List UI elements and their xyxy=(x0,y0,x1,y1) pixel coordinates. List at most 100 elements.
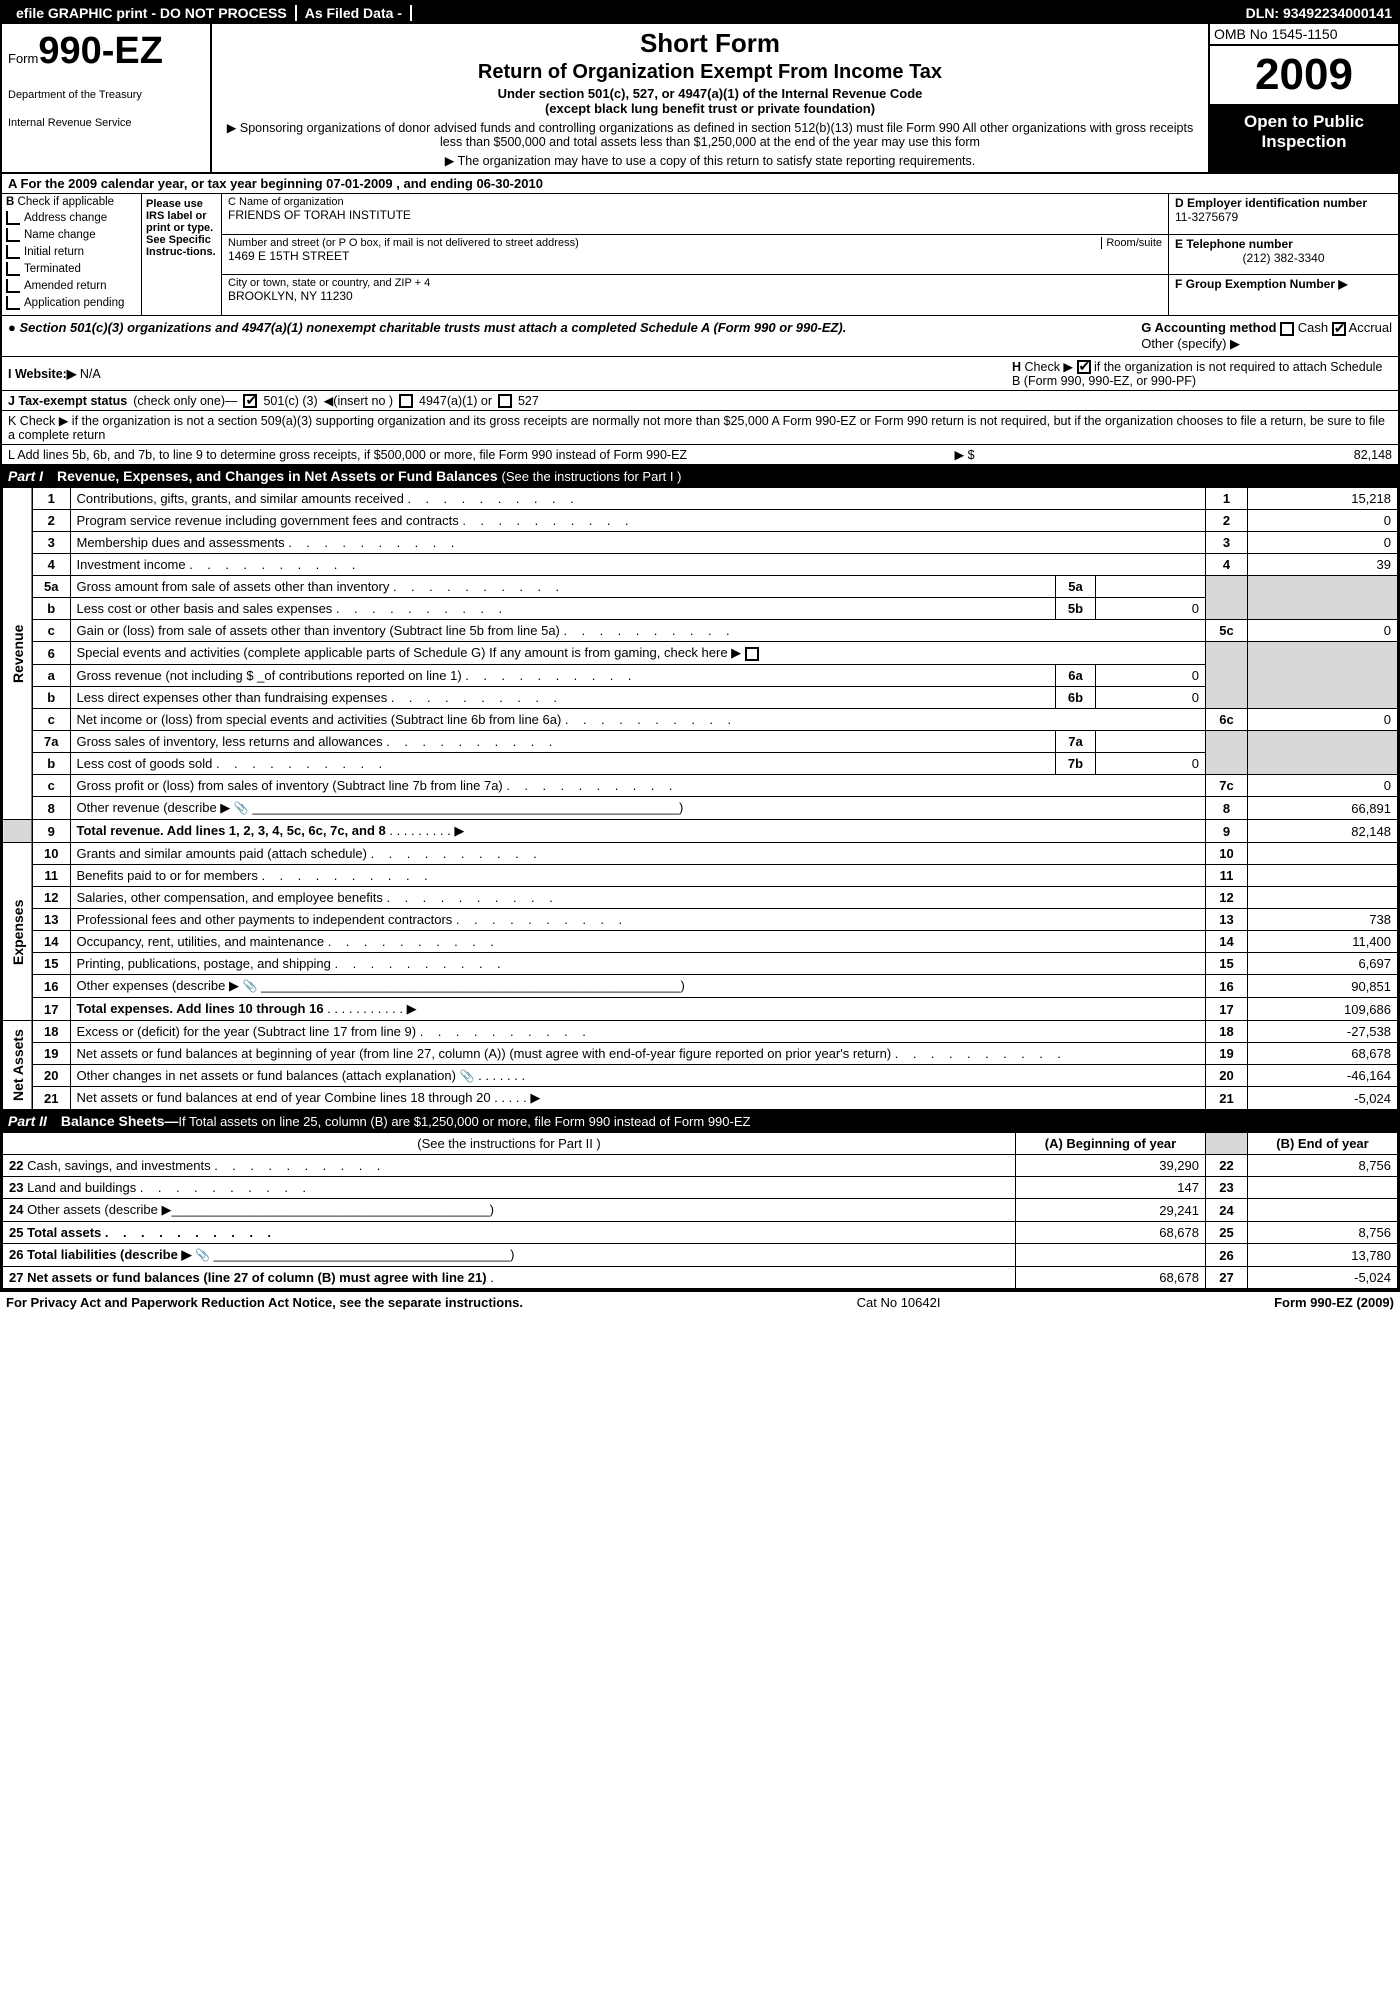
r3-rnum: 3 xyxy=(1206,532,1248,554)
d-label: D Employer identification number xyxy=(1175,196,1367,210)
main-title: Return of Organization Exempt From Incom… xyxy=(222,61,1198,84)
r10-desc: Grants and similar amounts paid (attach … xyxy=(77,846,537,861)
r14-rnum: 14 xyxy=(1206,931,1248,953)
r6b-num: b xyxy=(32,687,70,709)
r9-rnum: 9 xyxy=(1206,820,1248,843)
r22-desc: Cash, savings, and investments xyxy=(27,1158,380,1173)
r25-b: 8,756 xyxy=(1248,1222,1398,1244)
r8-rnum: 8 xyxy=(1206,797,1248,820)
r26-num: 26 xyxy=(9,1247,23,1262)
attach-icon-20[interactable] xyxy=(460,1068,475,1083)
colB-hdr: (B) End of year xyxy=(1248,1133,1398,1155)
org-city: BROOKLYN, NY 11230 xyxy=(228,289,1162,303)
j-insert: ◀(insert no ) xyxy=(324,393,393,408)
accrual-label: Accrual xyxy=(1349,320,1392,335)
r17-val: 109,686 xyxy=(1248,998,1398,1021)
chk-address[interactable] xyxy=(6,211,20,225)
r18-num: 18 xyxy=(32,1021,70,1043)
part1-header: Part I Revenue, Expenses, and Changes in… xyxy=(2,465,1398,487)
attach-icon-26[interactable] xyxy=(195,1247,210,1262)
chk-terminated[interactable] xyxy=(6,262,20,276)
r10-val xyxy=(1248,843,1398,865)
r21-num: 21 xyxy=(32,1087,70,1110)
r6c-num: c xyxy=(32,709,70,731)
k-row: K Check ▶ if the organization is not a s… xyxy=(2,411,1398,445)
part2-sub: If Total assets on line 25, column (B) a… xyxy=(178,1114,750,1129)
part1-table: Revenue 1 Contributions, gifts, grants, … xyxy=(2,487,1398,1110)
chk-accrual[interactable] xyxy=(1332,322,1346,336)
r18-desc: Excess or (deficit) for the year (Subtra… xyxy=(77,1024,586,1039)
r25-a: 68,678 xyxy=(1016,1222,1206,1244)
h-hdr: H xyxy=(1012,360,1021,374)
r16-num: 16 xyxy=(32,975,70,998)
chk-4947[interactable] xyxy=(399,394,413,408)
a-and: , and ending xyxy=(396,176,476,191)
dept-treasury: Department of the Treasury xyxy=(8,89,204,101)
r1-num: 1 xyxy=(32,488,70,510)
r8-desc: Other revenue (describe ▶ xyxy=(77,800,231,815)
r16-rnum: 16 xyxy=(1206,975,1248,998)
r21-val: -5,024 xyxy=(1248,1087,1398,1110)
r7c-val: 0 xyxy=(1248,775,1398,797)
r22-num: 22 xyxy=(9,1158,23,1173)
l-text: L Add lines 5b, 6b, and 7b, to line 9 to… xyxy=(8,448,687,462)
chk-gaming[interactable] xyxy=(745,647,759,661)
column-b: B Check if applicable Address change Nam… xyxy=(2,194,142,315)
r4-rnum: 4 xyxy=(1206,554,1248,576)
section-a: A For the 2009 calendar year, or tax yea… xyxy=(2,174,1398,194)
attach-icon-16[interactable] xyxy=(243,978,258,993)
r19-val: 68,678 xyxy=(1248,1043,1398,1065)
l-arrow: ▶ $ xyxy=(955,448,975,462)
sponsor-note: ▶ Sponsoring organizations of donor advi… xyxy=(222,120,1198,149)
r5a-num: 5a xyxy=(32,576,70,598)
r7b-mn: 7b xyxy=(1056,753,1096,775)
j-row: J Tax-exempt status (check only one)— 50… xyxy=(2,391,1398,411)
r7a-mv xyxy=(1096,731,1206,753)
r6c-desc: Net income or (loss) from special events… xyxy=(77,712,732,727)
r6-desc: Special events and activities (complete … xyxy=(77,645,742,660)
chk-initial[interactable] xyxy=(6,245,20,259)
column-def: D Employer identification number 11-3275… xyxy=(1168,194,1398,315)
chk-501c[interactable] xyxy=(243,394,257,408)
chk-amended[interactable] xyxy=(6,279,20,293)
footer-left: For Privacy Act and Paperwork Reduction … xyxy=(6,1295,523,1310)
chk-pending[interactable] xyxy=(6,296,20,310)
chk-527[interactable] xyxy=(498,394,512,408)
r3-num: 3 xyxy=(32,532,70,554)
r27-a: 68,678 xyxy=(1016,1267,1206,1289)
chk-name[interactable] xyxy=(6,228,20,242)
chk-cash[interactable] xyxy=(1280,322,1294,336)
asfiled-label: As Filed Data - xyxy=(297,5,412,21)
footer: For Privacy Act and Paperwork Reduction … xyxy=(0,1291,1400,1313)
r22-b: 8,756 xyxy=(1248,1155,1398,1177)
r6b-mv: 0 xyxy=(1096,687,1206,709)
irs-label: Internal Revenue Service xyxy=(8,117,204,129)
r12-val xyxy=(1248,887,1398,909)
org-addr: 1469 E 15TH STREET xyxy=(228,249,1162,263)
r7c-desc: Gross profit or (loss) from sales of inv… xyxy=(77,778,673,793)
r10-rnum: 10 xyxy=(1206,843,1248,865)
b-hdr: B xyxy=(6,196,14,208)
b-check-if: Check if applicable xyxy=(18,196,115,208)
r9-val: 82,148 xyxy=(1248,820,1398,843)
r24-desc: Other assets (describe ▶ xyxy=(27,1202,171,1217)
footer-mid: Cat No 10642I xyxy=(857,1295,941,1310)
opt-name: Name change xyxy=(24,229,96,241)
r14-desc: Occupancy, rent, utilities, and maintena… xyxy=(77,934,494,949)
g-accounting: G Accounting method Cash Accrual Other (… xyxy=(1141,320,1392,352)
r17-rnum: 17 xyxy=(1206,998,1248,1021)
r26-b: 13,780 xyxy=(1248,1244,1398,1267)
chk-h[interactable] xyxy=(1077,360,1091,374)
r6a-mn: 6a xyxy=(1056,665,1096,687)
form-num: 990-EZ xyxy=(38,30,163,72)
r6b-mn: 6b xyxy=(1056,687,1096,709)
part2-label: Part II xyxy=(8,1113,47,1129)
form-prefix: Form xyxy=(8,51,38,66)
j-501c: 501(c) (3) xyxy=(263,394,317,408)
r6c-rnum: 6c xyxy=(1206,709,1248,731)
attach-icon[interactable] xyxy=(234,800,249,815)
r15-rnum: 15 xyxy=(1206,953,1248,975)
colA-hdr: (A) Beginning of year xyxy=(1016,1133,1206,1155)
r22-rn: 22 xyxy=(1206,1155,1248,1177)
l-row: L Add lines 5b, 6b, and 7b, to line 9 to… xyxy=(2,445,1398,465)
